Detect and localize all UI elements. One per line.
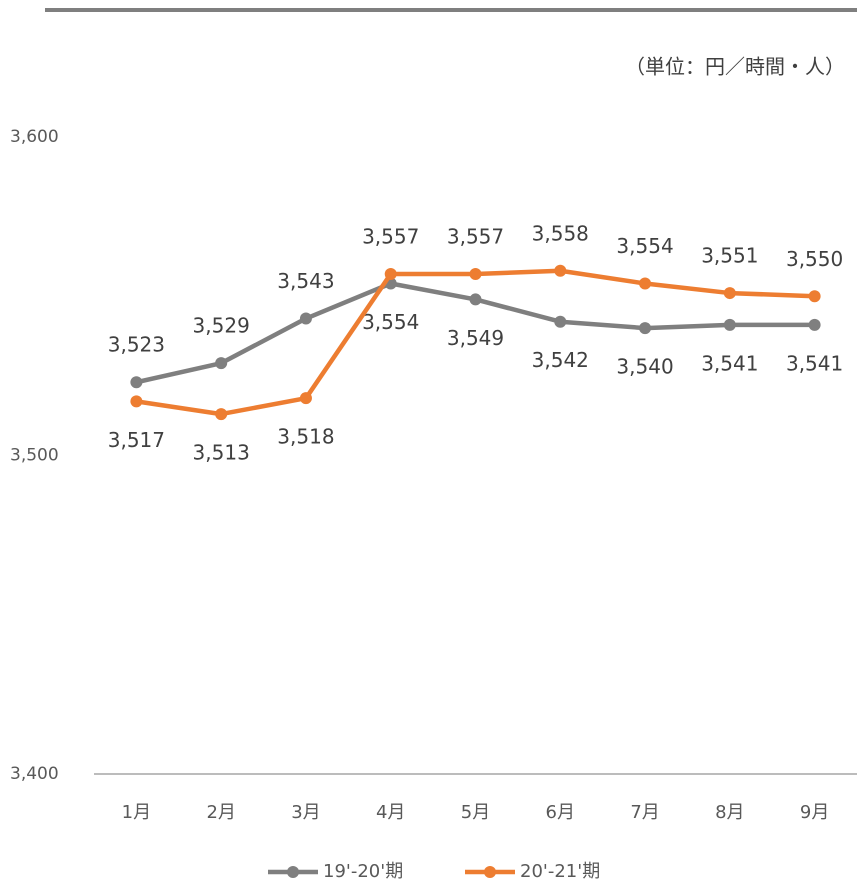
point <box>723 287 736 300</box>
point <box>808 318 821 331</box>
x-tick-label: 7月 <box>630 802 659 823</box>
point <box>723 318 736 331</box>
point <box>639 277 652 290</box>
legend-label: 20'-21'期 <box>520 861 600 882</box>
data-label: 3,558 <box>532 221 589 245</box>
data-label: 3,529 <box>193 314 250 338</box>
point <box>554 315 567 328</box>
legend-marker <box>287 866 299 878</box>
legend-label: 19'-20'期 <box>323 861 403 882</box>
unit-annotation: （単位：円／時間・人） <box>625 55 845 79</box>
point <box>639 322 652 335</box>
y-tick-label: 3,600 <box>10 127 59 147</box>
point <box>130 395 143 408</box>
data-label: 3,540 <box>616 355 673 379</box>
data-label: 3,554 <box>616 234 673 258</box>
legend-marker <box>484 866 496 878</box>
point <box>130 376 143 389</box>
data-label: 3,518 <box>277 425 334 449</box>
x-tick-label: 6月 <box>546 802 575 823</box>
point <box>469 293 482 306</box>
data-label: 3,523 <box>108 333 165 357</box>
data-label: 3,557 <box>447 224 504 248</box>
point <box>554 264 567 277</box>
x-tick-label: 5月 <box>461 802 490 823</box>
data-label: 3,542 <box>532 348 589 372</box>
y-tick-label: 3,500 <box>10 446 59 466</box>
point <box>469 267 482 280</box>
data-label: 3,554 <box>362 310 419 334</box>
point <box>215 408 228 421</box>
point <box>384 267 397 280</box>
data-label: 3,543 <box>277 269 334 293</box>
data-label: 3,541 <box>786 351 843 375</box>
y-tick-label: 3,400 <box>10 764 59 784</box>
x-tick-label: 3月 <box>291 802 320 823</box>
data-label: 3,550 <box>786 247 843 271</box>
x-tick-label: 2月 <box>206 802 235 823</box>
data-label: 3,513 <box>193 441 250 465</box>
x-tick-label: 9月 <box>800 802 829 823</box>
data-label: 3,517 <box>108 428 165 452</box>
point <box>808 290 821 303</box>
x-tick-label: 8月 <box>715 802 744 823</box>
data-label: 3,551 <box>701 244 758 268</box>
point <box>299 392 312 405</box>
data-label: 3,557 <box>362 224 419 248</box>
x-tick-label: 4月 <box>376 802 405 823</box>
x-tick-label: 1月 <box>122 802 151 823</box>
point <box>215 357 228 370</box>
data-label: 3,549 <box>447 326 504 350</box>
point <box>299 312 312 325</box>
data-label: 3,541 <box>701 351 758 375</box>
